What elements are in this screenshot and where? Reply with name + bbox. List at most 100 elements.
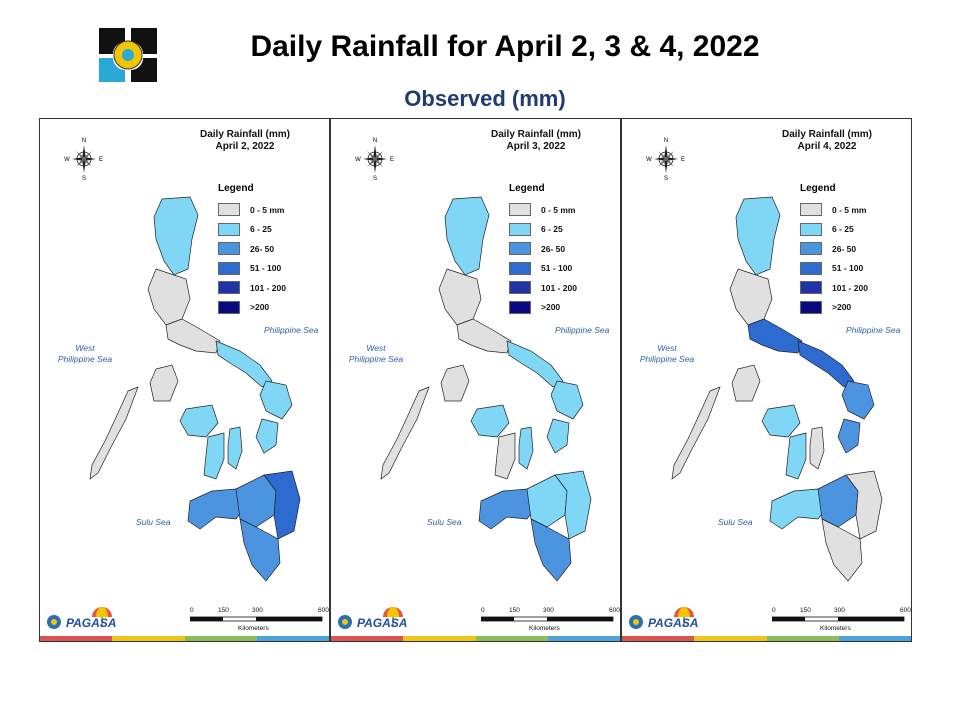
region-leyte: [255, 418, 279, 454]
map-title-date: April 3, 2022: [506, 141, 566, 152]
legend-heading: Legend: [218, 183, 254, 194]
rainfall-map-panel: Daily Rainfall (mm) April 4, 2022 N S W …: [621, 118, 912, 642]
legend-swatch: [800, 261, 822, 275]
region-cebu: [227, 426, 243, 470]
region-mindanao-south: [239, 518, 281, 582]
legend-item: 6 - 25: [218, 220, 318, 240]
legend-item: 0 - 5 mm: [800, 200, 900, 220]
strip-segment: [838, 636, 911, 641]
rainfall-map-panel: Daily Rainfall (mm) April 2, 2022 N S W …: [39, 118, 330, 642]
legend-item: 6 - 25: [509, 220, 609, 240]
region-palawan: [671, 386, 721, 480]
compass-n: N: [82, 138, 86, 144]
legend-label: 0 - 5 mm: [832, 204, 867, 215]
map-legend: Legend 0 - 5 mm 6 - 25 26- 50 51 - 100 101 -…: [800, 183, 900, 317]
philippines-map: [89, 196, 301, 582]
sulu-sea-label: Sulu Sea: [718, 517, 753, 527]
legend-swatch: [509, 261, 531, 275]
legend-label: 51 - 100: [250, 263, 282, 274]
compass-w: W: [646, 157, 652, 163]
legend-label: 101 - 200: [541, 282, 577, 293]
pagasa-agency-logo: PAGASA: [44, 605, 124, 635]
region-cebu: [809, 426, 825, 470]
legend-swatch: [218, 261, 240, 275]
legend-label: 6 - 25: [832, 224, 854, 235]
compass-w: W: [64, 157, 70, 163]
legend-swatch: [509, 203, 531, 217]
compass-s: S: [373, 176, 377, 181]
region-north-luzon: [444, 196, 490, 276]
legend-label: 6 - 25: [541, 224, 563, 235]
scale-tick-600: 600: [609, 607, 620, 614]
wps-line1: West: [657, 343, 677, 353]
legend-item: 101 - 200: [218, 278, 318, 298]
legend-swatch: [218, 203, 240, 217]
pagasa-logo: [95, 24, 161, 86]
scale-tick-600: 600: [318, 607, 329, 614]
region-leyte: [546, 418, 570, 454]
compass-s: S: [82, 176, 86, 181]
strip-segment: [40, 636, 113, 641]
scale-tick-300: 300: [543, 607, 554, 614]
region-panay: [179, 404, 219, 438]
region-mindanao-west: [478, 488, 540, 530]
color-strip: [40, 636, 329, 641]
legend-label: 51 - 100: [541, 263, 573, 274]
strip-segment: [547, 636, 620, 641]
umbrella-icon: [629, 607, 694, 629]
scale-ruler: [481, 616, 614, 622]
pagasa-agency-logo: PAGASA: [626, 605, 706, 635]
philippines-map: [671, 196, 883, 582]
slide-subtitle: Observed (mm): [404, 86, 566, 111]
legend-label: 26- 50: [832, 243, 857, 254]
legend-swatch: [509, 242, 531, 256]
scale-bar: 0 150 300 600 Kilometers: [479, 607, 620, 637]
region-samar: [841, 380, 875, 420]
map-title: Daily Rainfall (mm) April 4, 2022: [752, 129, 902, 153]
strip-segment: [184, 636, 257, 641]
wps-line1: West: [366, 343, 386, 353]
map-title: Daily Rainfall (mm) April 3, 2022: [461, 129, 611, 153]
compass-e: E: [99, 157, 103, 163]
strip-segment: [403, 636, 476, 641]
scale-tick-150: 150: [218, 607, 229, 614]
region-bicol: [797, 340, 855, 388]
map-title-date: April 2, 2022: [215, 141, 275, 152]
legend-label: >200: [832, 302, 852, 313]
compass-rose-icon: N S W E: [646, 138, 685, 181]
legend-label: 6 - 25: [250, 224, 272, 235]
legend-swatch: [509, 281, 531, 295]
scale-unit: Kilometers: [529, 625, 560, 632]
compass-rose-icon: N S W E: [355, 138, 394, 181]
legend-swatch: [509, 222, 531, 236]
west-philippine-sea-label: West Philippine Sea: [632, 343, 702, 365]
region-mindanao-east: [554, 470, 592, 540]
strip-segment: [694, 636, 767, 641]
philippine-sea-label: Philippine Sea: [264, 325, 319, 335]
map-title-line1: Daily Rainfall (mm): [199, 129, 291, 140]
west-philippine-sea-label: West Philippine Sea: [341, 343, 411, 365]
region-mindanao-west: [769, 488, 831, 530]
legend-item: 0 - 5 mm: [218, 200, 318, 220]
region-central-luzon: [438, 268, 482, 326]
scale-tick-0: 0: [772, 607, 776, 614]
scale-tick-0: 0: [190, 607, 194, 614]
region-mindanao-east: [845, 470, 883, 540]
strip-segment: [622, 636, 695, 641]
legend-item: 26- 50: [509, 239, 609, 259]
scale-bar: 0 150 300 600 Kilometers: [188, 607, 329, 637]
region-panay: [761, 404, 801, 438]
strip-segment: [331, 636, 404, 641]
region-negros: [494, 432, 516, 480]
legend-swatch: [218, 222, 240, 236]
sulu-sea-label: Sulu Sea: [136, 517, 171, 527]
region-palawan: [89, 386, 139, 480]
region-palawan: [380, 386, 430, 480]
region-mindoro: [149, 364, 179, 402]
scale-tick-300: 300: [834, 607, 845, 614]
wps-line2: Philippine Sea: [348, 354, 404, 364]
region-mindanao-east: [263, 470, 301, 540]
agency-name: PAGASA: [66, 616, 117, 630]
legend-heading: Legend: [509, 183, 545, 194]
legend-swatch: [218, 281, 240, 295]
